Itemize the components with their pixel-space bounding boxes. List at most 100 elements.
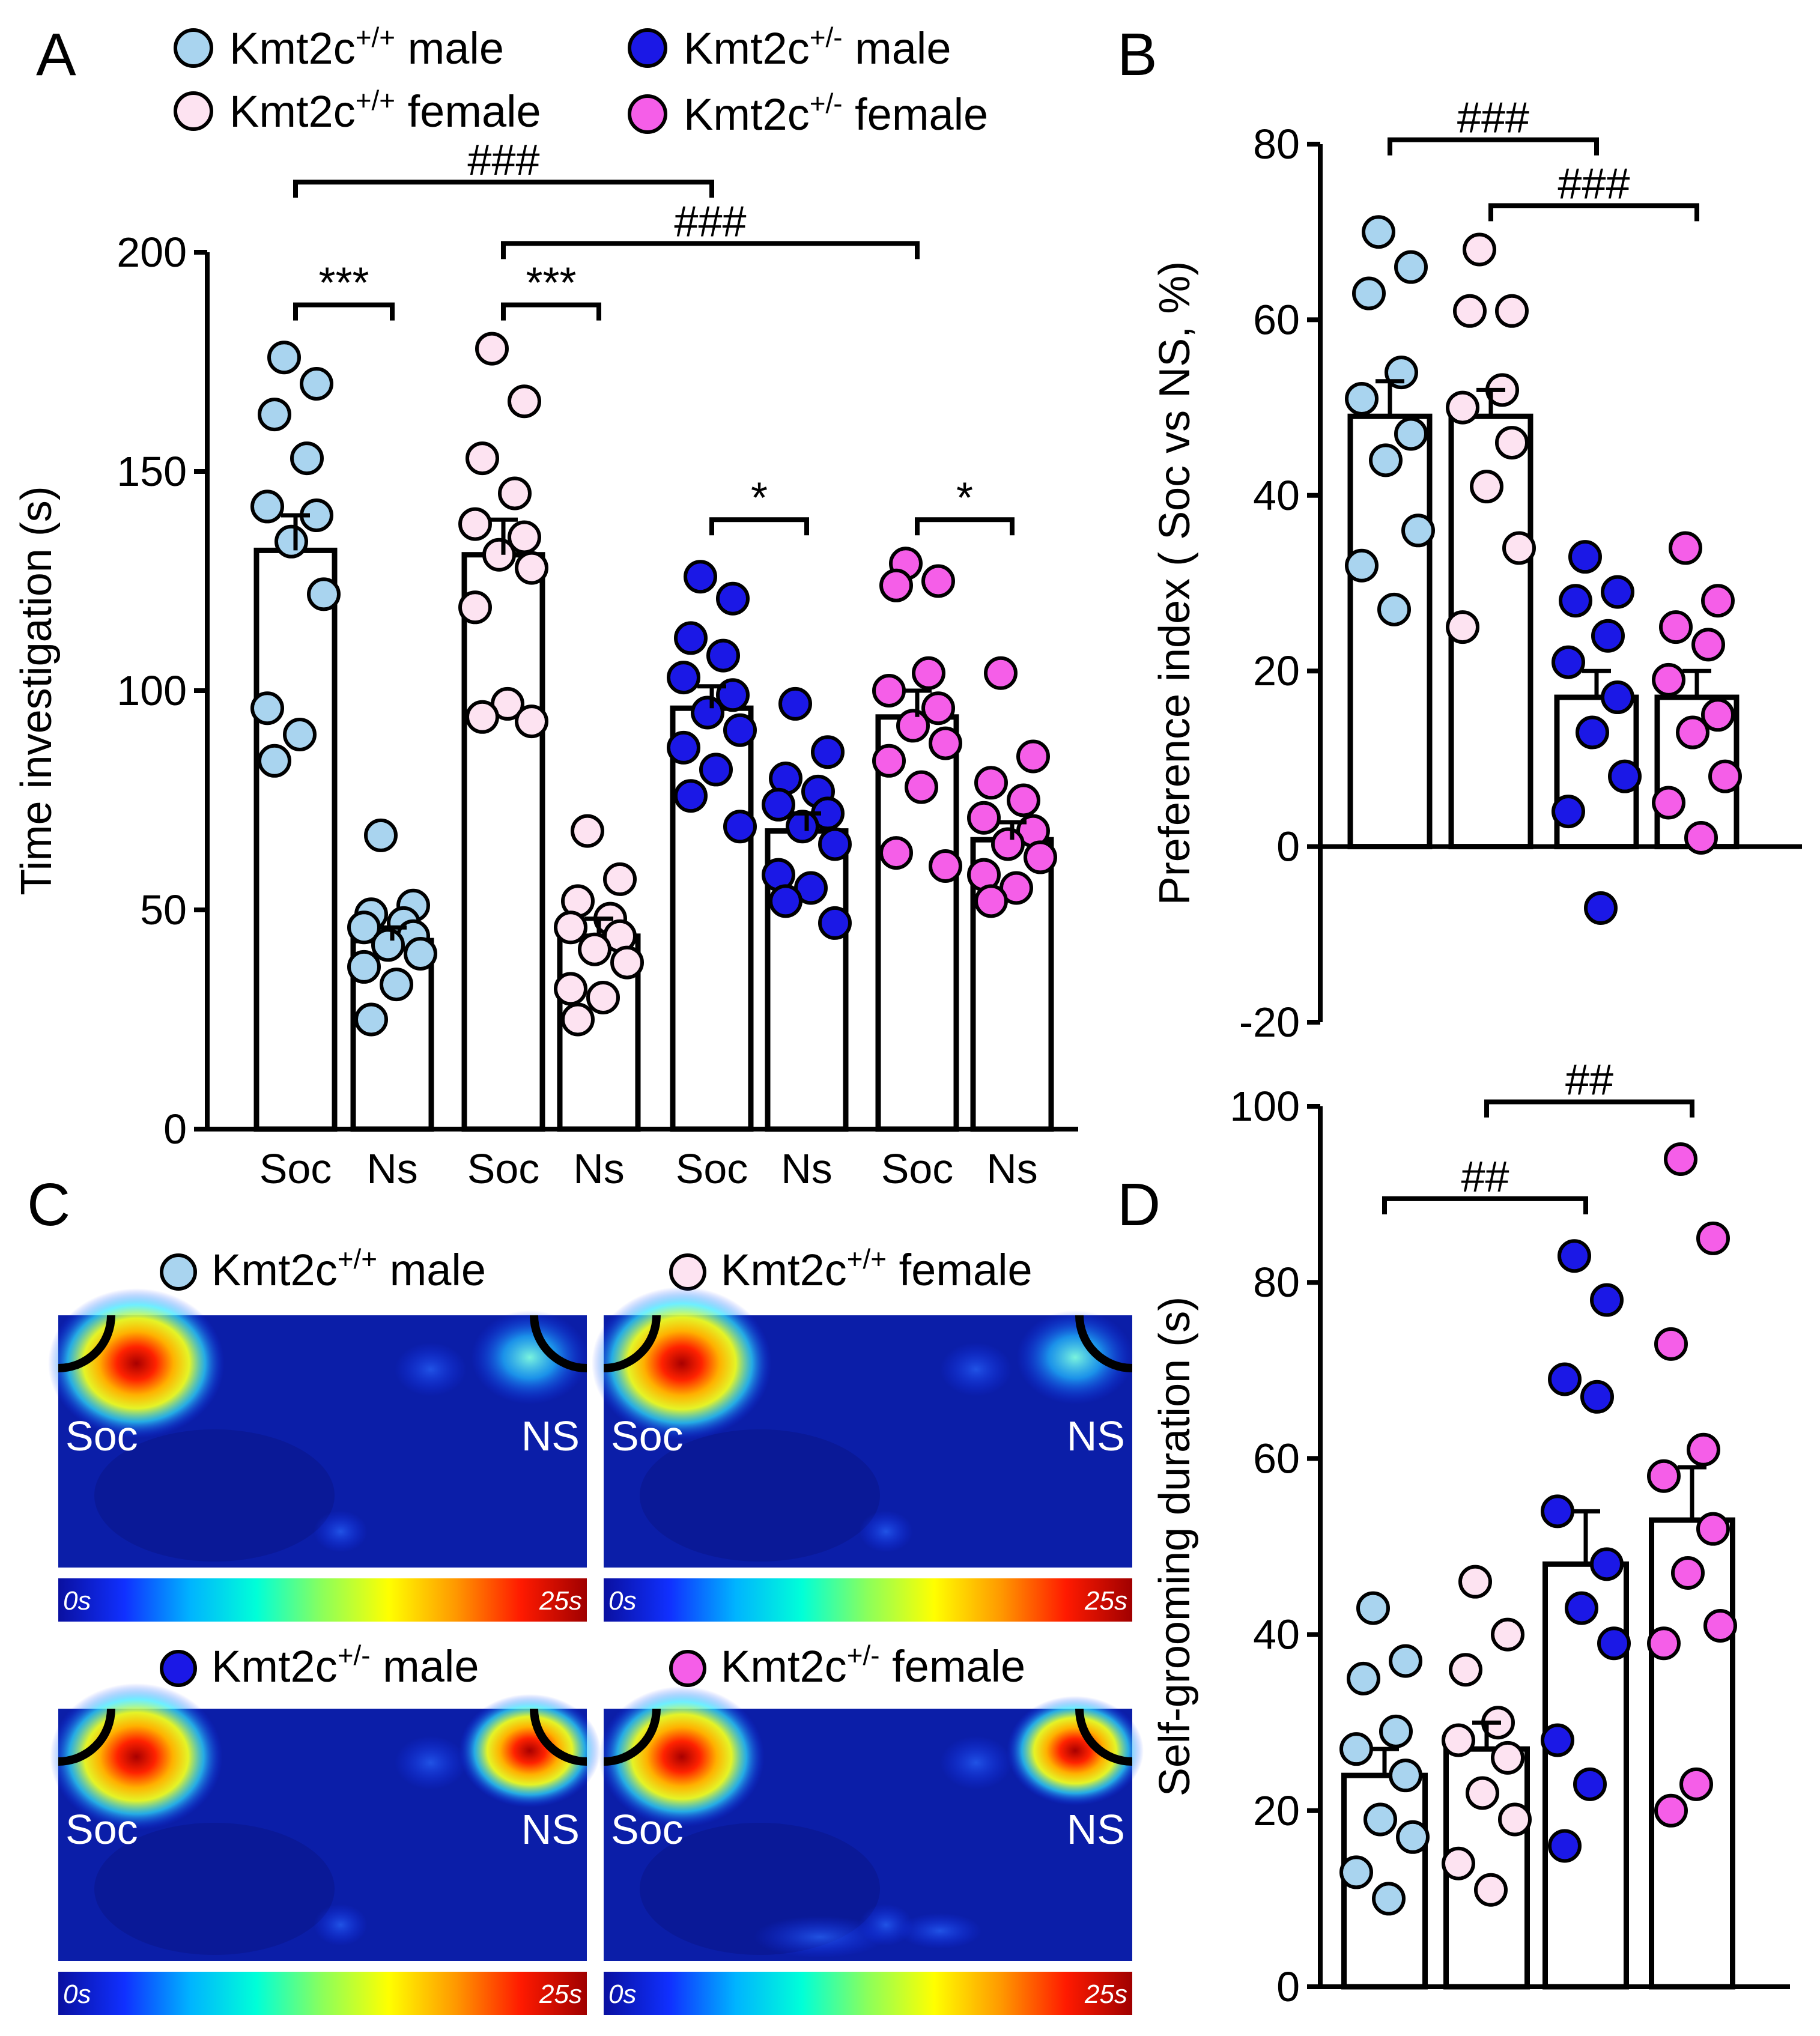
data-point bbox=[1597, 1626, 1631, 1661]
x-tick-label: Soc bbox=[676, 1145, 748, 1192]
data-point bbox=[1608, 759, 1642, 793]
data-point bbox=[896, 709, 930, 743]
chart-panel-d: 0 20 40 60 80 100 Self-grooming duration (s) ##… bbox=[1151, 1056, 1790, 2010]
data-point bbox=[1687, 1432, 1720, 1467]
data-point bbox=[354, 1002, 388, 1037]
legend-label-het_male: Kmt2c+/- male bbox=[684, 22, 951, 73]
data-point bbox=[1654, 1327, 1688, 1361]
data-point bbox=[1389, 1644, 1422, 1678]
y-tick-label: 100 bbox=[117, 667, 187, 714]
data-point bbox=[258, 398, 291, 432]
data-point bbox=[1394, 417, 1428, 451]
colorbar-max-label: 25s bbox=[1084, 1586, 1127, 1616]
data-point bbox=[1541, 1494, 1574, 1529]
data-point bbox=[1573, 1767, 1607, 1801]
data-point bbox=[872, 744, 906, 778]
y-tick-label: 40 bbox=[1253, 1611, 1300, 1658]
significance-bracket bbox=[501, 241, 920, 259]
legend-label-wt_male: Kmt2c+/+ male bbox=[229, 22, 504, 73]
data-point bbox=[1541, 1723, 1574, 1757]
data-point bbox=[1601, 680, 1634, 715]
data-point bbox=[1502, 531, 1536, 565]
data-point bbox=[1679, 1767, 1713, 1801]
data-point bbox=[1590, 1283, 1624, 1317]
heatmap-blob bbox=[314, 1510, 368, 1553]
data-point bbox=[872, 674, 906, 707]
data-point bbox=[1495, 294, 1529, 328]
heatmap-panel-c: Kmt2c+/+ male Soc NS 0s 25s Kmt2c+/+ female So… bbox=[48, 1243, 1144, 2015]
data-point bbox=[371, 928, 405, 962]
x-tick-label: Ns bbox=[986, 1145, 1038, 1192]
data-point bbox=[1652, 662, 1685, 697]
significance-label: ## bbox=[1461, 1153, 1509, 1201]
data-point bbox=[404, 937, 437, 971]
data-point bbox=[475, 332, 509, 366]
data-point bbox=[1691, 628, 1725, 662]
data-point bbox=[786, 810, 819, 844]
heatmap-ns-label: NS bbox=[1067, 1806, 1125, 1853]
data-point bbox=[716, 581, 750, 616]
heatmap-soc-hotspot bbox=[50, 1683, 223, 1831]
data-point bbox=[1552, 645, 1585, 679]
significance-bracket bbox=[1382, 1196, 1588, 1214]
legend-label-het_female: Kmt2c+/- female bbox=[684, 88, 988, 139]
data-point bbox=[778, 686, 812, 721]
data-point bbox=[1664, 1142, 1697, 1176]
data-point bbox=[1379, 1714, 1413, 1748]
colorbar bbox=[58, 1578, 587, 1622]
data-point bbox=[1558, 1239, 1591, 1273]
data-point bbox=[1708, 759, 1742, 793]
data-point bbox=[1559, 584, 1592, 618]
data-point bbox=[1347, 1661, 1380, 1695]
data-point bbox=[1453, 294, 1487, 328]
heatmap-title-marker bbox=[160, 1650, 197, 1687]
data-point bbox=[974, 766, 1008, 800]
legend-marker-het_male bbox=[628, 28, 667, 68]
significance-bracket bbox=[709, 517, 809, 536]
data-point bbox=[1580, 1380, 1614, 1414]
colorbar bbox=[604, 1972, 1132, 2015]
data-point bbox=[991, 827, 1025, 861]
heatmap-shade bbox=[94, 1429, 335, 1562]
cage-arc-ns bbox=[1075, 1708, 1133, 1766]
significance-bracket bbox=[293, 302, 395, 321]
data-point bbox=[307, 577, 341, 611]
data-point bbox=[258, 744, 291, 778]
data-point bbox=[1565, 1591, 1598, 1625]
data-point bbox=[300, 367, 333, 401]
data-point bbox=[1671, 1556, 1705, 1590]
panel-label-a: A bbox=[36, 21, 76, 88]
data-point bbox=[578, 932, 611, 966]
heatmap-soc-hotspot bbox=[592, 1286, 772, 1440]
data-point bbox=[921, 564, 955, 598]
data-point bbox=[684, 560, 717, 594]
significance-label: ## bbox=[1565, 1056, 1613, 1104]
chart-panel-a: 0 50 100 150 200 Time investigation (s) Soc Ns S… bbox=[13, 136, 1078, 1192]
heatmap-blob bbox=[754, 1916, 886, 1958]
colorbar-min-label: 0s bbox=[63, 1586, 91, 1616]
y-tick-label: 100 bbox=[1230, 1083, 1300, 1130]
data-point bbox=[586, 981, 620, 1014]
bar-0 bbox=[1347, 413, 1433, 850]
y-tick-label: 20 bbox=[1253, 1787, 1300, 1834]
colorbar-min-label: 0s bbox=[608, 1586, 636, 1616]
data-point bbox=[250, 691, 284, 726]
data-point bbox=[554, 910, 587, 945]
data-point bbox=[1491, 1741, 1524, 1775]
data-point bbox=[1474, 1873, 1508, 1907]
data-point bbox=[674, 621, 708, 655]
legend-marker-wt_female bbox=[174, 91, 213, 131]
data-point bbox=[1576, 715, 1609, 750]
significance-bracket bbox=[1388, 137, 1599, 156]
heatmap-ns-label: NS bbox=[1067, 1413, 1125, 1459]
data-point bbox=[1339, 1732, 1373, 1766]
data-point bbox=[769, 884, 802, 918]
heatmap-title: Kmt2c+/- male bbox=[211, 1640, 479, 1691]
data-point bbox=[1396, 1820, 1430, 1854]
significance-label: * bbox=[956, 474, 973, 522]
data-point bbox=[1552, 795, 1585, 829]
data-point bbox=[818, 906, 852, 940]
significance-label: ### bbox=[674, 198, 746, 246]
data-point bbox=[1684, 820, 1718, 855]
y-tick-label: 60 bbox=[1253, 1435, 1300, 1482]
